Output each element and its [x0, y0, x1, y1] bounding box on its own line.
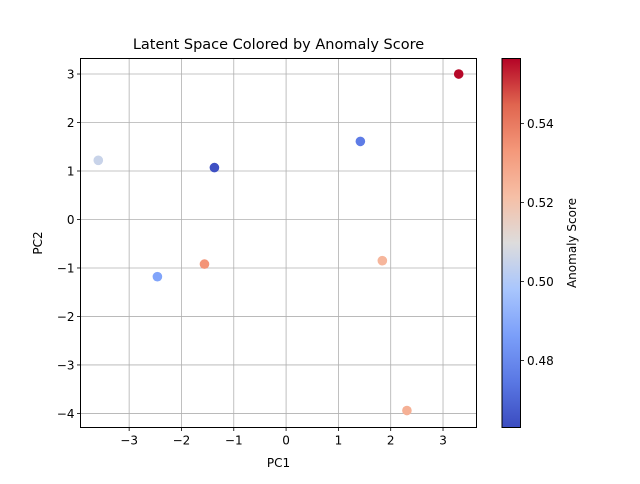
grid [80, 58, 477, 428]
y-tick-label: 2 [67, 116, 75, 130]
x-axis-label: PC1 [267, 456, 290, 470]
colorbar-tick-label: 0.50 [527, 275, 554, 289]
colorbar-tick-label: 0.52 [527, 196, 554, 210]
y-tick-label: −4 [57, 407, 75, 421]
y-tick-label: 3 [67, 68, 75, 82]
y-tick-label: 0 [67, 213, 75, 227]
x-tick-label: −1 [225, 434, 243, 448]
data-point [377, 255, 388, 266]
points [93, 69, 464, 416]
data-point [93, 155, 104, 166]
data-point [209, 162, 220, 173]
x-tick-label: −2 [173, 434, 191, 448]
y-ticks: −4 −3 −2 −1 0 1 2 3 [57, 68, 81, 421]
data-point [152, 271, 163, 282]
data-point [355, 136, 366, 147]
y-axis-label: PC2 [31, 231, 45, 254]
y-tick-label: 1 [67, 164, 75, 178]
chart-title: Latent Space Colored by Anomaly Score [133, 37, 424, 53]
colorbar [501, 58, 521, 428]
y-tick-label: −1 [57, 261, 75, 275]
y-tick-label: −2 [57, 310, 75, 324]
y-tick-label: −3 [57, 358, 75, 372]
colorbar-tick-label: 0.48 [527, 354, 554, 368]
x-tick-label: −3 [120, 434, 138, 448]
colorbar-tick-label: 0.54 [527, 117, 554, 131]
x-tick-label: 2 [387, 434, 395, 448]
plot-frame [80, 58, 477, 428]
x-tick-label: 3 [439, 434, 447, 448]
data-point [453, 69, 464, 79]
x-tick-label: 0 [282, 434, 290, 448]
colorbar-label: Anomaly Score [565, 198, 579, 288]
colorbar-ticks: 0.48 0.50 0.52 0.54 [520, 117, 554, 368]
data-point [402, 405, 412, 416]
x-ticks: −3 −2 −1 0 1 2 3 [120, 427, 447, 448]
data-point [199, 259, 210, 269]
x-tick-label: 1 [335, 434, 343, 448]
